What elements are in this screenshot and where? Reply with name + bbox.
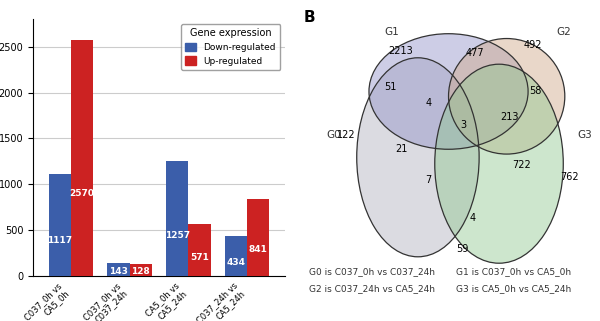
Ellipse shape [449,39,565,154]
Text: 213: 213 [500,112,519,122]
Text: 3: 3 [461,120,467,130]
Text: 128: 128 [131,267,150,276]
Text: G3: G3 [577,130,592,140]
Text: 4: 4 [470,213,476,223]
Text: 1117: 1117 [47,236,73,245]
Text: 492: 492 [523,40,542,50]
Bar [71,40,94,276]
Bar [166,161,188,276]
Text: G3 is CA5_0h vs CA5_24h: G3 is CA5_0h vs CA5_24h [456,284,571,293]
Ellipse shape [369,34,528,149]
Text: 51: 51 [384,82,397,92]
Legend: Down-regulated, Up-regulated: Down-regulated, Up-regulated [181,24,280,70]
Text: G0: G0 [326,130,341,140]
Text: G1 is C037_0h vs CA5_0h: G1 is C037_0h vs CA5_0h [456,267,571,276]
Text: 21: 21 [395,144,407,154]
Text: 571: 571 [190,253,209,262]
Text: 762: 762 [560,171,579,182]
Ellipse shape [435,64,563,263]
Text: 722: 722 [512,160,532,170]
Bar [247,199,269,276]
Bar [107,263,130,276]
Bar [188,224,211,276]
Text: G0 is C037_0h vs C037_24h: G0 is C037_0h vs C037_24h [310,267,436,276]
Bar [224,236,247,276]
Text: 841: 841 [248,245,268,254]
Text: 1257: 1257 [164,231,190,240]
Ellipse shape [357,58,479,257]
Bar [49,174,71,276]
Bar [130,264,152,276]
Text: 4: 4 [425,98,432,108]
Text: 434: 434 [226,258,245,267]
Text: 2570: 2570 [70,189,95,198]
Text: 2213: 2213 [389,46,413,56]
Text: 59: 59 [456,244,469,254]
Text: 7: 7 [425,175,432,185]
Text: 143: 143 [109,267,128,276]
Text: 477: 477 [465,48,484,58]
Text: G1: G1 [385,27,399,37]
Text: 58: 58 [530,86,542,97]
Text: B: B [303,10,315,25]
Text: G2 is C037_24h vs CA5_24h: G2 is C037_24h vs CA5_24h [310,284,436,293]
Text: 122: 122 [337,130,355,140]
Text: G2: G2 [556,27,571,37]
